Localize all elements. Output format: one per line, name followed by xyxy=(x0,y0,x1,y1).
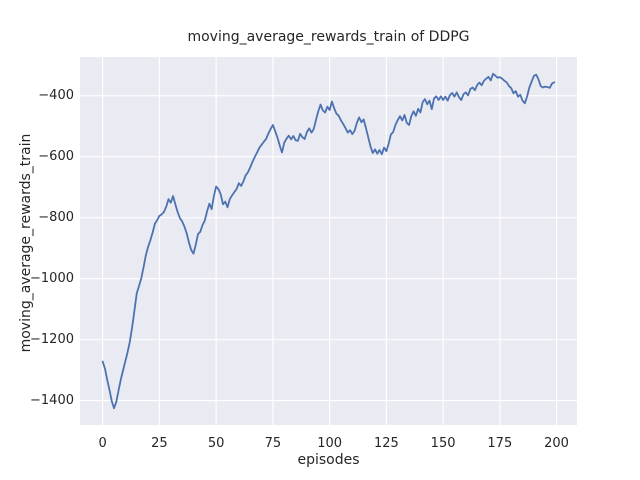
plot-area xyxy=(80,57,577,425)
chart-title: moving_average_rewards_train of DDPG xyxy=(187,29,470,45)
x-axis-label: episodes xyxy=(297,452,360,468)
grid-lines xyxy=(80,57,577,425)
y-axis-label: moving_average_rewards_train xyxy=(18,133,34,353)
data-line xyxy=(101,72,556,410)
